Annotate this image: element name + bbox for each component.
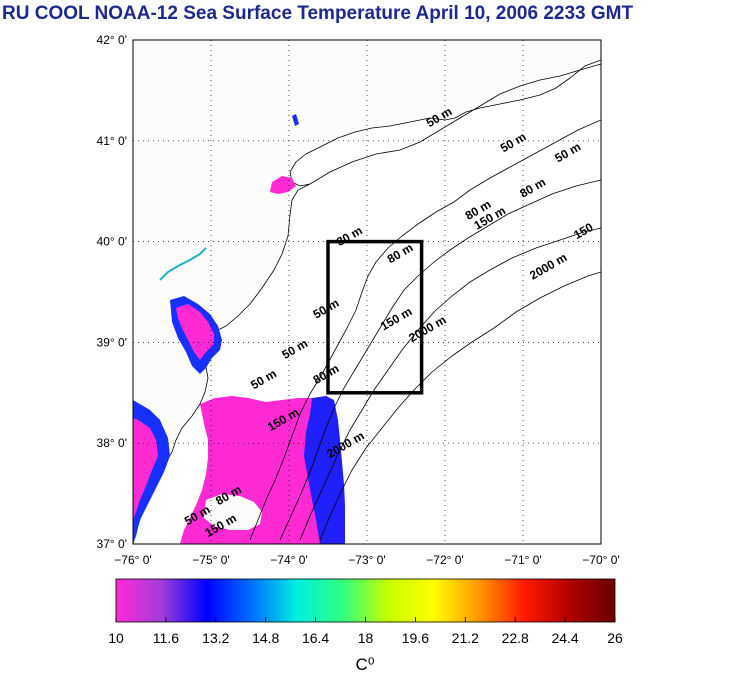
delaware-bay-inner xyxy=(176,304,214,360)
contour-2000m xyxy=(319,271,601,541)
river-trace xyxy=(159,247,207,281)
colorbar-tick-label: 26 xyxy=(607,630,623,646)
contour-150m xyxy=(299,227,601,541)
study-region-box xyxy=(326,239,424,395)
map-title: RU COOL NOAA-12 Sea Surface Temperature … xyxy=(2,3,634,24)
chesapeake-inner xyxy=(133,418,158,520)
longitude-tick-label: −74° 0' xyxy=(270,553,307,567)
colorbar-tick-label: 11.6 xyxy=(153,630,179,646)
colorbar-tick-label: 24.4 xyxy=(551,630,578,646)
latitude-tick-label: 41° 0' xyxy=(97,134,127,148)
land-mass xyxy=(133,40,601,544)
sst-cloud-gap xyxy=(204,494,262,530)
longitude-tick-label: −75° 0' xyxy=(192,553,229,567)
temperature-colorbar xyxy=(115,578,616,623)
map-frame xyxy=(132,39,602,545)
colorbar-tick-label: 10 xyxy=(108,630,124,646)
latitude-tick-label: 40° 0' xyxy=(97,235,127,249)
longitude-tick-label: −70° 0' xyxy=(582,553,619,567)
longitude-tick-label: −71° 0' xyxy=(504,553,541,567)
colorbar-tick-label: 14.8 xyxy=(252,630,279,646)
contour-80m xyxy=(279,179,601,541)
latitude-tick-label: 42° 0' xyxy=(97,33,127,47)
longitude-tick-labels: −76° 0' −75° 0' −74° 0' −73° 0' −72° 0' −71° … xyxy=(114,553,619,567)
longitude-tick-label: −76° 0' xyxy=(114,553,151,567)
colorbar-tick-label: 16.4 xyxy=(302,630,329,646)
colorbar-tick-label: 22.8 xyxy=(502,630,529,646)
longitude-tick-label: −73° 0' xyxy=(348,553,385,567)
colorbar-tick-labels: 10 11.6 13.2 14.8 16.4 18 19.6 21.2 22.8 24.4 26 xyxy=(108,617,623,646)
longitude-tick-label: −72° 0' xyxy=(426,553,463,567)
sst-small-blue-feature xyxy=(292,114,299,126)
colorbar-tick-label: 21.2 xyxy=(452,630,479,646)
latitude-tick-labels: 37° 0' 38° 0' 39° 0' 40° 0' 41° 0' 42° 0' xyxy=(97,33,127,551)
colorbar-unit-label: C⁰ xyxy=(355,655,374,674)
coastline-northeast xyxy=(309,63,601,185)
map-content xyxy=(133,40,601,544)
bathymetry-contours xyxy=(249,63,601,541)
latitude-tick-label: 38° 0' xyxy=(97,436,127,450)
latitude-tick-label: 39° 0' xyxy=(97,335,127,349)
latitude-tick-label: 37° 0' xyxy=(97,537,127,551)
colorbar-tick-label: 13.2 xyxy=(202,630,229,646)
colorbar-tick-label: 19.6 xyxy=(402,630,429,646)
contour-50m xyxy=(249,119,601,541)
colorbar-tick-label: 18 xyxy=(358,630,374,646)
sst-longisland-patch xyxy=(270,176,296,194)
